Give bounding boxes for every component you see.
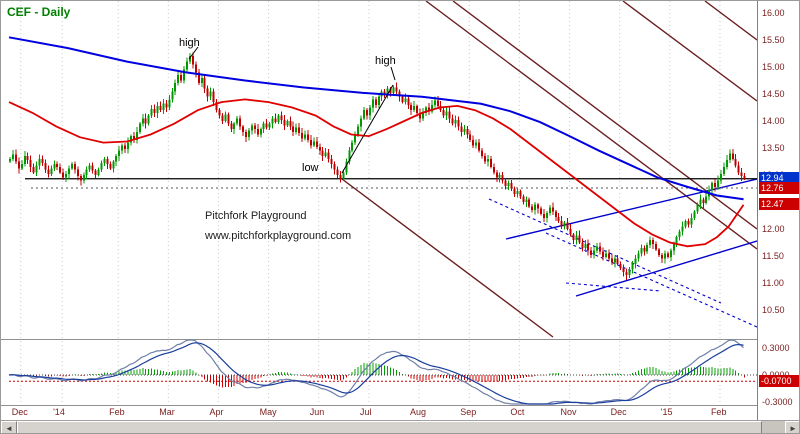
- month-label: May: [259, 407, 277, 417]
- scroll-right-arrow-icon[interactable]: ►: [785, 421, 799, 433]
- price-value-box: 12.47: [759, 197, 799, 210]
- month-label: Sep: [460, 407, 477, 417]
- month-label: Aug: [410, 407, 427, 417]
- price-tick-label: 14.00: [762, 116, 785, 126]
- price-value-box: 12.94: [759, 172, 799, 185]
- fast-ma-line: [8, 98, 745, 248]
- month-label: Jun: [309, 407, 325, 417]
- month-label: '14: [53, 407, 65, 417]
- month-label: '15: [660, 407, 673, 417]
- price-tick-label: 13.50: [762, 143, 785, 153]
- month-label: Apr: [209, 407, 224, 417]
- macd-line: [8, 342, 744, 405]
- watermark: Pitchfork Playground www.pitchforkplaygr…: [205, 206, 351, 246]
- indicator-tick-label: 0.3000: [762, 343, 790, 353]
- price-tick-label: 16.00: [762, 8, 785, 18]
- macd-signal-line: [8, 339, 744, 405]
- month-gridlines: [20, 1, 721, 405]
- price-tick-label: 10.50: [762, 305, 785, 315]
- month-label: Oct: [510, 407, 525, 417]
- price-tick-label: 14.50: [762, 89, 785, 99]
- watermark-line2: www.pitchforkplayground.com: [205, 230, 352, 242]
- scrollbar-track[interactable]: [17, 421, 785, 433]
- horizontal-level-lines: [25, 178, 757, 189]
- month-label: Dec: [11, 407, 28, 417]
- month-label: Nov: [560, 407, 577, 417]
- price-tick-label: 12.00: [762, 224, 785, 234]
- price-value-box: 12.76: [759, 181, 799, 194]
- horizontal-scrollbar: ◄ ►: [1, 420, 799, 433]
- scrollbar-thumb[interactable]: [17, 421, 762, 433]
- month-label: Mar: [159, 407, 175, 417]
- scroll-left-arrow-icon[interactable]: ◄: [1, 421, 17, 433]
- candlesticks: [9, 52, 746, 280]
- month-label: Feb: [710, 407, 727, 417]
- slow-ma-line: [8, 36, 744, 201]
- pitchfork-lines: [341, 1, 757, 338]
- time-axis: Dec '14 Feb Mar Apr May Jun Jul Aug Sep Oct Nov Dec '…: [1, 405, 757, 420]
- blue-dashed-trendlines: [488, 198, 757, 328]
- pivot-pointer-lines: [188, 46, 396, 174]
- month-label: Jul: [359, 407, 372, 417]
- price-tick-label: 15.00: [762, 62, 785, 72]
- pivot-label-high-1: high: [179, 37, 200, 49]
- symbol-title: CEF - Daily: [7, 5, 71, 19]
- price-chart-canvas[interactable]: [1, 1, 757, 420]
- price-tick-label: 15.50: [762, 35, 785, 45]
- price-axis: 16.0015.5015.0014.5014.0013.5013.0012.50…: [757, 1, 799, 420]
- price-tick-label: 11.50: [762, 251, 784, 261]
- indicator-tick-label: -0.3000: [762, 397, 793, 407]
- indicator-tick-label: 0.0000: [762, 370, 790, 380]
- watermark-line1: Pitchfork Playground: [205, 210, 307, 222]
- month-label: Feb: [109, 407, 125, 417]
- pivot-label-high-2: high: [375, 55, 396, 67]
- indicator-value-box: -0.0700: [759, 375, 799, 388]
- price-tick-label: 11.00: [762, 278, 784, 288]
- pivot-label-low: low: [302, 162, 319, 174]
- month-label: Dec: [610, 407, 627, 417]
